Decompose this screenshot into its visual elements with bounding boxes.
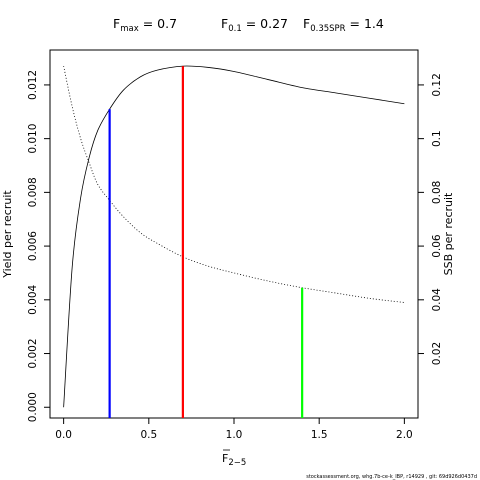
plot-frame: [49, 49, 419, 419]
y-axis-right: 0.02 0.04 0.06 0.08 0.1 0.12: [418, 73, 443, 365]
y-left-tick-label: 0.000: [27, 392, 39, 422]
f01-subscript: 0.1: [228, 24, 242, 34]
reference-lines: [108, 66, 304, 418]
f35-label: F: [303, 16, 310, 31]
x-tick-label: 1.0: [226, 429, 243, 441]
y-right-tick-label: 0.04: [431, 288, 443, 312]
y-right-tick-label: 0.12: [431, 73, 443, 96]
y-right-tick-label: 0.08: [431, 181, 443, 204]
x-axis-label-base: F: [222, 452, 228, 465]
x-axis-label-subscript: 2−5: [228, 458, 246, 468]
svg-text:F2−5: F2−5: [222, 452, 246, 468]
x-tick-label: 1.5: [311, 429, 328, 441]
x-axis: 0.0 0.5 1.0 1.5 2.0: [55, 417, 413, 441]
yield-per-recruit-line: [63, 65, 405, 408]
ssb-per-recruit-line: [63, 66, 405, 303]
y-left-tick-label: 0.002: [27, 339, 39, 369]
y-left-tick-label: 0.008: [27, 177, 39, 207]
y-right-tick-label: 0.02: [431, 342, 443, 365]
x-axis-label: F2−5: [222, 449, 246, 468]
x-tick-label: 2.0: [396, 429, 413, 441]
f01-label: F: [221, 16, 228, 31]
x-tick-label: 0.0: [55, 429, 72, 441]
x-tick-label: 0.5: [140, 429, 157, 441]
footer-text: stockassessment.org, whg.7b-ce-k_IBP, r1…: [306, 474, 477, 480]
y-left-tick-label: 0.006: [27, 231, 39, 261]
fmax-label: F: [113, 16, 120, 31]
y-right-tick-label: 0.1: [431, 130, 443, 147]
y-axis-right-label: SSB per recruit: [442, 192, 455, 275]
y-left-tick-label: 0.012: [27, 70, 39, 100]
f35-value: 1.4: [364, 16, 384, 31]
y-left-tick-label: 0.004: [27, 284, 39, 314]
y-axis-left-label: Yield per recruit: [1, 190, 14, 279]
f01-value: 0.27: [260, 16, 288, 31]
y-left-tick-label: 0.010: [27, 124, 39, 154]
y-right-tick-label: 0.06: [431, 234, 443, 258]
fmax-subscript: max: [120, 24, 139, 34]
y-axis-left: 0.000 0.002 0.004 0.006 0.008 0.010 0.012: [27, 70, 50, 422]
series-layer: [63, 65, 405, 408]
f35-subscript: 0.35SPR: [310, 24, 345, 34]
fmax-value: 0.7: [157, 16, 177, 31]
chart-title: Fmax = 0.7 F0.1 = 0.27 F0.35SPR = 1.4: [113, 16, 384, 34]
